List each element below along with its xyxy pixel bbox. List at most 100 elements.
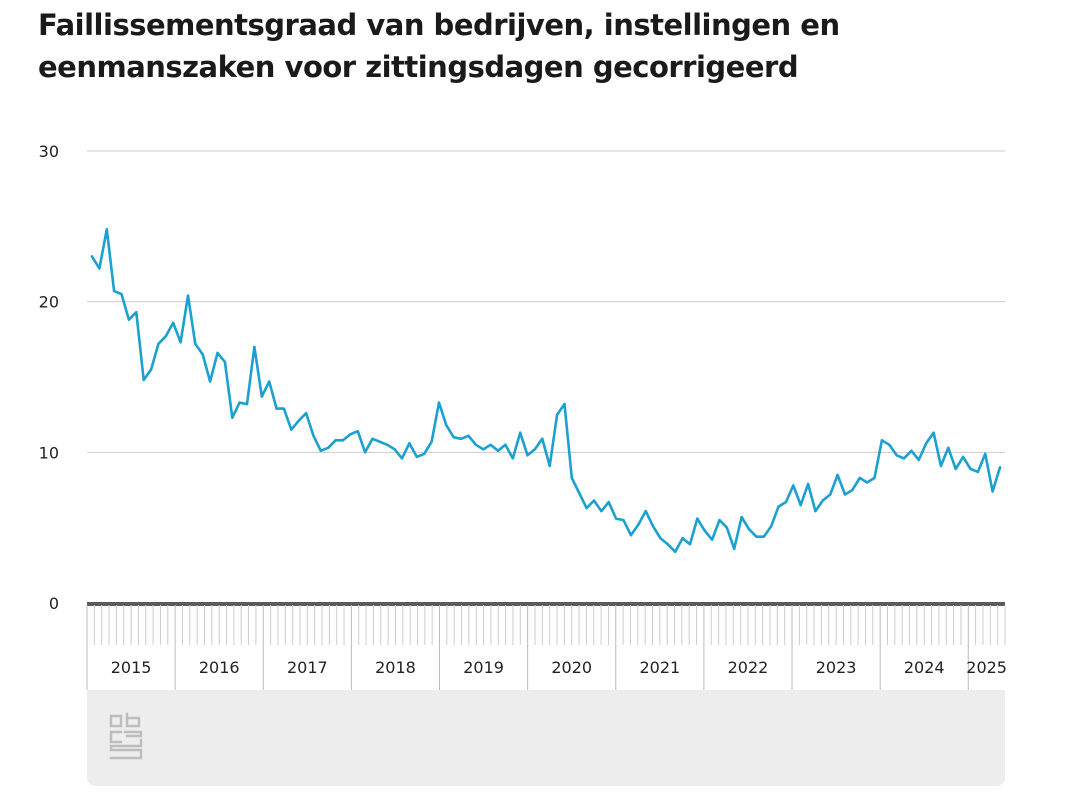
data-point [829,493,832,496]
cbs-logo-icon [109,712,143,760]
data-point [496,449,500,453]
y-tick-label-10: 10 [39,443,59,462]
data-point [902,457,906,460]
x-tick-label-2018: 2018 [375,658,416,677]
data-point [422,452,426,456]
data-point [541,437,544,440]
data-point [327,446,330,450]
data-point [445,424,448,427]
data-point [644,509,647,513]
data-point [179,341,182,344]
data-point [371,437,374,440]
data-point [836,473,839,477]
data-point [378,440,382,443]
data-point [910,449,913,453]
data-point [400,457,404,460]
data-point [245,402,249,406]
data-point [231,416,234,419]
data-point [452,436,455,439]
x-tick-label-2023: 2023 [816,658,857,677]
data-point [976,470,980,474]
data-point [998,466,1002,469]
data-point [393,448,396,451]
data-point [784,500,788,504]
data-point [482,448,485,451]
data-point [275,407,278,410]
data-point [112,289,116,293]
data-point [666,543,670,546]
data-point [349,433,352,436]
data-point [806,482,810,486]
data-point [961,455,965,459]
data-point [415,455,419,459]
x-tick-label-2022: 2022 [728,658,769,677]
data-point [651,524,655,528]
data-point [718,518,721,522]
data-point [386,443,389,446]
chart-title-line-2: eenmanszaken voor zittingsdagen gecorrig… [38,50,799,84]
data-point [725,526,729,529]
data-point [142,378,145,382]
data-point [939,464,943,468]
data-point [924,442,928,445]
data-point [363,451,367,454]
data-point [194,342,197,346]
data-point [334,439,337,442]
data-point [637,523,640,526]
data-point [437,401,441,404]
x-tick-label-2019: 2019 [463,658,504,677]
data-point [969,467,972,471]
data-point [688,543,692,546]
data-point [880,439,884,442]
footer-panel [87,690,1005,786]
data-point [821,499,825,502]
data-point [570,476,574,480]
data-point [504,443,507,446]
data-point [474,443,478,446]
data-point [548,464,551,468]
x-tick-label-2024: 2024 [904,658,945,677]
data-point [991,490,994,493]
data-point [341,439,345,442]
x-tick-label-2025: 2025 [966,658,1007,677]
data-point [511,457,514,460]
data-point [282,407,286,410]
data-point [408,442,411,445]
data-point [319,449,323,453]
data-point [843,493,847,496]
data-point [600,509,603,513]
data-point [563,402,566,406]
x-tick-label-2015: 2015 [111,658,152,677]
data-point [873,476,876,480]
data-point [430,440,433,443]
data-point [356,430,359,433]
data-point [984,452,987,456]
data-point [164,335,168,338]
data-point [172,321,175,324]
data-point [696,517,699,520]
data-point [467,434,470,437]
x-tick-label-2020: 2020 [551,658,592,677]
data-point [681,537,684,540]
data-point [459,437,463,440]
data-point [489,443,492,446]
data-point [267,380,271,383]
data-point [710,538,714,541]
data-point [792,484,795,487]
data-point [851,488,854,492]
data-point [673,550,677,553]
data-point [947,446,950,450]
y-tick-label-20: 20 [39,293,59,312]
data-point [260,395,263,398]
data-point [105,228,108,231]
data-point [954,467,957,471]
y-tick-label-30: 30 [39,142,59,161]
data-point [814,509,817,513]
data-point [157,342,160,346]
data-point [777,505,780,508]
data-point [201,353,204,356]
data-point [585,506,588,510]
x-tick-label-2017: 2017 [287,658,328,677]
data-point [186,294,190,297]
